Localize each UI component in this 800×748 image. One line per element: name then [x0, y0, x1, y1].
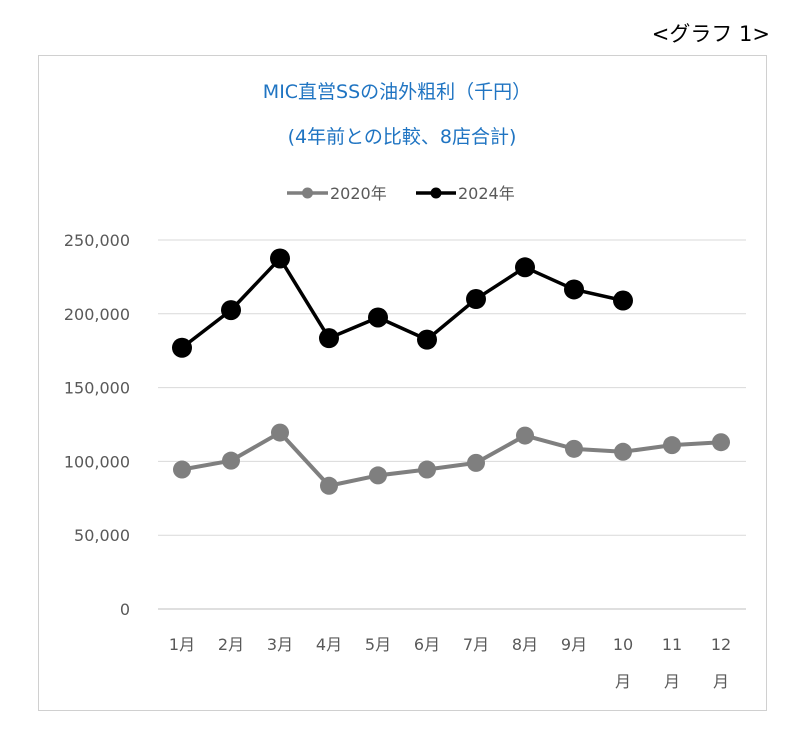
chart-title: MIC直営SSの油外粗利（千円） — [263, 81, 531, 103]
chart-frame — [38, 55, 767, 711]
x-tick-label: 11 — [662, 635, 682, 654]
x-tick-label: 3月 — [267, 635, 293, 654]
x-tick-label: 月 — [615, 672, 631, 691]
chart-subtitle: (4年前との比較、8店合計) — [288, 126, 517, 148]
data-point — [712, 433, 730, 452]
data-point — [613, 290, 633, 311]
x-tick-label: 10 — [613, 635, 633, 654]
y-tick-label: 150,000 — [64, 379, 130, 398]
figure-caption: <グラフ 1> — [651, 22, 770, 46]
x-tick-label: 月 — [664, 672, 680, 691]
y-tick-label: 250,000 — [64, 231, 130, 250]
x-tick-label: 6月 — [414, 635, 440, 654]
series-line — [180, 256, 625, 350]
data-point — [319, 328, 339, 349]
data-point — [417, 329, 437, 350]
data-point — [466, 289, 486, 310]
x-tick-label: 月 — [713, 672, 729, 691]
x-tick-label: 1月 — [169, 635, 195, 654]
data-point — [565, 439, 583, 458]
data-point — [663, 436, 681, 455]
data-point — [222, 451, 240, 470]
data-point — [270, 248, 290, 269]
x-tick-label: 7月 — [463, 635, 489, 654]
x-axis: 1月 2月 3月 4月 5月 6月 7月 8月 9月 10 月 11 月 12 月 — [169, 635, 731, 691]
x-tick-label: 4月 — [316, 635, 342, 654]
plot-area — [172, 248, 730, 495]
x-tick-label: 9月 — [561, 635, 587, 654]
x-tick-label: 5月 — [365, 635, 391, 654]
data-point — [368, 307, 388, 328]
data-point — [564, 279, 584, 300]
series-line — [180, 430, 723, 488]
legend: 2020年 2024年 — [287, 184, 515, 203]
data-point — [172, 337, 192, 358]
data-point — [614, 442, 632, 461]
data-point — [221, 300, 241, 321]
data-point — [320, 476, 338, 495]
legend-label: 2024年 — [458, 184, 515, 203]
x-tick-label: 2月 — [218, 635, 244, 654]
data-point — [418, 460, 436, 479]
x-tick-label: 8月 — [512, 635, 538, 654]
y-tick-label: 100,000 — [64, 452, 130, 471]
legend-marker — [302, 187, 313, 199]
legend-marker — [430, 187, 442, 199]
y-tick-label: 50,000 — [74, 526, 130, 545]
data-point — [369, 466, 387, 485]
data-point — [515, 257, 535, 278]
y-tick-label: 200,000 — [64, 305, 130, 324]
legend-label: 2020年 — [330, 184, 387, 203]
x-tick-label: 12 — [711, 635, 731, 654]
y-tick-label: 0 — [120, 600, 130, 619]
y-axis: 0 50,000 100,000 150,000 200,000 250,000 — [64, 231, 130, 619]
gridlines — [158, 239, 746, 610]
data-point — [467, 453, 485, 472]
data-point — [516, 426, 534, 445]
data-point — [271, 423, 289, 442]
data-point — [173, 460, 191, 479]
